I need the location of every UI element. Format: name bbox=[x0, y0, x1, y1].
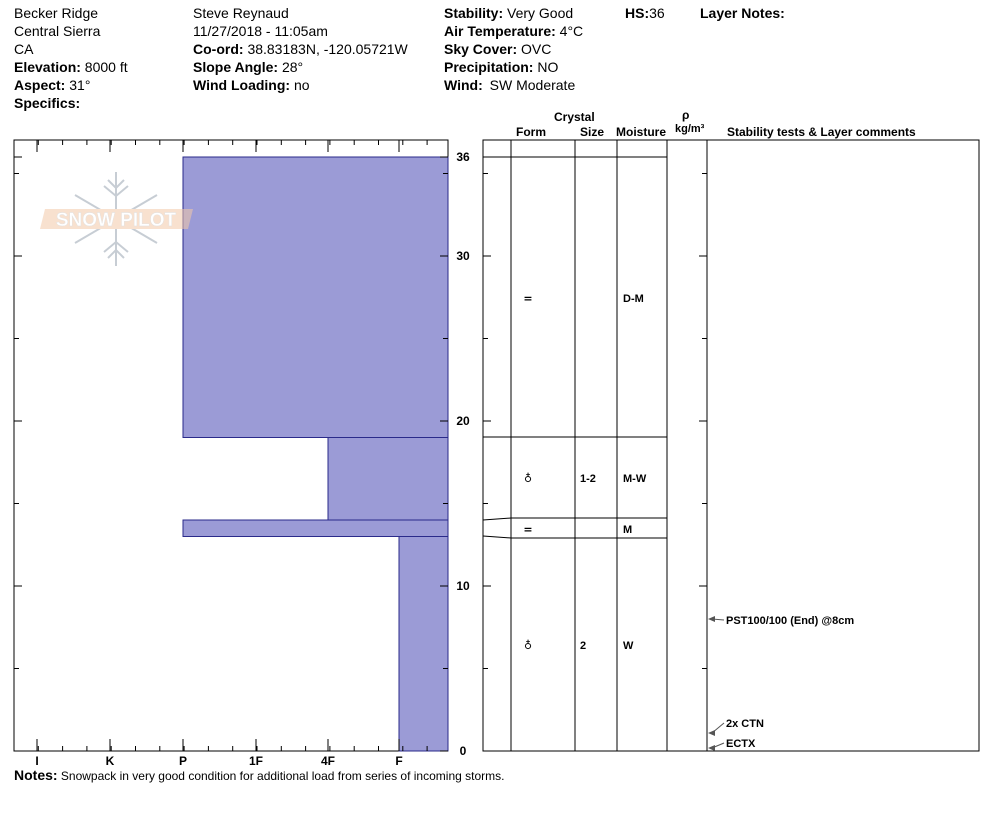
layer-form: ♁ bbox=[524, 639, 532, 652]
precip-label: Precipitation: bbox=[444, 59, 534, 75]
precip-field: Precipitation: NO bbox=[444, 58, 558, 76]
hs-field: HS:36 bbox=[625, 4, 665, 22]
layer-moisture: M bbox=[623, 524, 632, 536]
depth-tick-label: 10 bbox=[456, 579, 470, 593]
sky-cover-label: Sky Cover: bbox=[444, 41, 518, 57]
logo-banner bbox=[40, 209, 193, 229]
air-temp-value: 4°C bbox=[559, 23, 584, 39]
test-arrow-icon bbox=[708, 730, 715, 736]
slope-value: 28° bbox=[281, 59, 304, 75]
hardness-tick-label: F bbox=[395, 754, 402, 768]
air-temp-label: Air Temperature: bbox=[444, 23, 556, 39]
layer-table-frame bbox=[482, 139, 980, 752]
comments-header: Stability tests & Layer comments bbox=[727, 125, 916, 139]
form-header: Form bbox=[516, 125, 546, 139]
stability-label: Stability: bbox=[444, 5, 504, 21]
layer-form: ♁ bbox=[524, 472, 532, 485]
air-temp-field: Air Temperature: 4°C bbox=[444, 22, 583, 40]
layer-notes-label: Layer Notes: bbox=[700, 5, 785, 21]
crystal-header: Crystal bbox=[554, 110, 595, 124]
depth-tick-label: 20 bbox=[456, 414, 470, 428]
depth-tick-label: 36 bbox=[456, 150, 470, 164]
hardness-tick-label: 1F bbox=[249, 754, 263, 768]
notes-label: Notes: bbox=[14, 767, 58, 783]
coord-value: 38.83183N, -120.05721W bbox=[247, 41, 408, 57]
range-name: Central Sierra bbox=[14, 23, 101, 39]
stability-test-label: 2x CTN bbox=[726, 718, 764, 730]
stability-field: Stability: Very Good bbox=[444, 4, 573, 22]
hardness-bar bbox=[182, 519, 449, 537]
aspect-value: 31° bbox=[69, 77, 91, 93]
layer-moisture: W bbox=[623, 640, 634, 652]
depth-tick-label: 30 bbox=[456, 249, 470, 263]
test-arrow-icon bbox=[708, 745, 715, 751]
wind-value: SW Moderate bbox=[489, 77, 576, 93]
wind-loading-label: Wind Loading: bbox=[193, 77, 291, 93]
layer-moisture: D-M bbox=[623, 293, 644, 305]
slope-label: Slope Angle: bbox=[193, 59, 279, 75]
wind-label: Wind: bbox=[444, 77, 483, 93]
elevation-field: Elevation: 8000 ft bbox=[14, 58, 128, 76]
observer-name: Steve Reynaud bbox=[193, 5, 289, 21]
wind-loading-value: no bbox=[293, 77, 310, 93]
layer-boundary bbox=[482, 517, 667, 521]
wind-field: Wind: SW Moderate bbox=[444, 76, 575, 94]
hardness-tick-label: K bbox=[106, 754, 115, 768]
elevation-label: Elevation: bbox=[14, 59, 81, 75]
hs-value: 36 bbox=[649, 5, 665, 21]
layer-form: = bbox=[523, 523, 532, 536]
density-unit-header: kg/m³ bbox=[675, 123, 705, 135]
sky-cover-field: Sky Cover: OVC bbox=[444, 40, 551, 58]
stability-test-label: PST100/100 (End) @8cm bbox=[726, 615, 854, 627]
layer-size: 1-2 bbox=[580, 473, 596, 485]
hardness-bar bbox=[327, 437, 449, 521]
elevation-value: 8000 ft bbox=[84, 59, 128, 75]
stability-value: Very Good bbox=[507, 5, 574, 21]
layer-size: 2 bbox=[580, 640, 586, 652]
specifics-label: Specifics: bbox=[14, 95, 81, 111]
size-header: Size bbox=[580, 125, 605, 139]
slope-field: Slope Angle: 28° bbox=[193, 58, 303, 76]
aspect-label: Aspect: bbox=[14, 77, 66, 93]
stability-test-label: ECTX bbox=[726, 738, 756, 750]
hardness-bar bbox=[182, 156, 449, 438]
state-name: CA bbox=[14, 41, 34, 57]
layer-moisture: M-W bbox=[623, 473, 647, 485]
precip-value: NO bbox=[537, 59, 559, 75]
hs-label: HS: bbox=[625, 5, 650, 21]
rho-header: ρ bbox=[682, 108, 690, 122]
snowpilot-logo: SNOW PILOT bbox=[40, 172, 193, 266]
hardness-bar bbox=[398, 536, 449, 752]
notes-field: Notes: Snowpack in very good condition f… bbox=[14, 766, 504, 785]
coord-label: Co-ord: bbox=[193, 41, 244, 57]
notes-text: Snowpack in very good condition for addi… bbox=[60, 769, 505, 783]
layer-boundary bbox=[482, 535, 667, 539]
wind-loading-field: Wind Loading: no bbox=[193, 76, 310, 94]
layer-form: = bbox=[523, 292, 532, 305]
hardness-tick-label: P bbox=[179, 754, 187, 768]
depth-tick-label: 0 bbox=[460, 744, 467, 758]
coord-field: Co-ord: 38.83183N, -120.05721W bbox=[193, 40, 408, 58]
sky-cover-value: OVC bbox=[521, 41, 552, 57]
logo-text: SNOW PILOT bbox=[56, 210, 177, 231]
test-arrow-icon bbox=[708, 616, 715, 622]
observation-datetime: 11/27/2018 - 11:05am bbox=[193, 23, 328, 39]
hardness-tick-label: I bbox=[35, 754, 38, 768]
aspect-field: Aspect: 31° bbox=[14, 76, 90, 94]
hardness-tick-label: 4F bbox=[321, 754, 335, 768]
location-name: Becker Ridge bbox=[14, 5, 99, 21]
moisture-header: Moisture bbox=[616, 125, 667, 139]
